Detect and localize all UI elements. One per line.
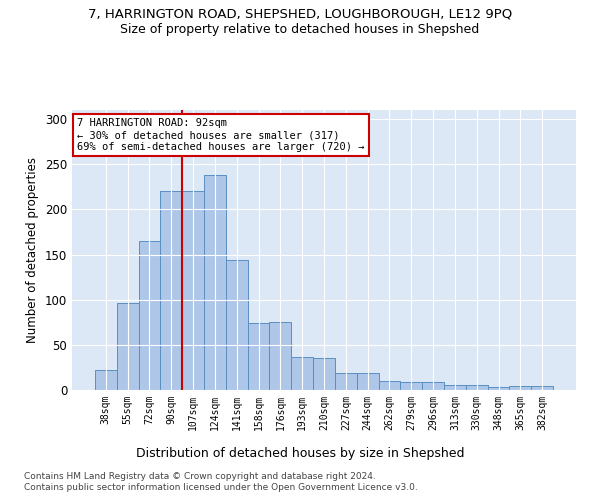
Bar <box>335 373 357 390</box>
Bar <box>422 382 444 390</box>
Bar <box>313 358 335 390</box>
Bar <box>444 384 466 390</box>
Bar <box>291 358 313 390</box>
Bar <box>248 323 269 390</box>
Bar <box>379 381 400 390</box>
Bar <box>531 386 553 390</box>
Bar <box>95 370 117 390</box>
Text: 7, HARRINGTON ROAD, SHEPSHED, LOUGHBOROUGH, LE12 9PQ: 7, HARRINGTON ROAD, SHEPSHED, LOUGHBOROU… <box>88 8 512 20</box>
Bar <box>269 322 291 390</box>
Bar <box>226 260 248 390</box>
Text: Distribution of detached houses by size in Shepshed: Distribution of detached houses by size … <box>136 448 464 460</box>
Bar <box>488 388 509 390</box>
Text: Contains public sector information licensed under the Open Government Licence v3: Contains public sector information licen… <box>24 484 418 492</box>
Bar <box>160 192 182 390</box>
Y-axis label: Number of detached properties: Number of detached properties <box>26 157 40 343</box>
Text: 7 HARRINGTON ROAD: 92sqm
← 30% of detached houses are smaller (317)
69% of semi-: 7 HARRINGTON ROAD: 92sqm ← 30% of detach… <box>77 118 365 152</box>
Bar <box>509 386 531 390</box>
Bar <box>117 304 139 390</box>
Bar <box>182 192 204 390</box>
Bar <box>466 386 488 390</box>
Bar <box>139 241 160 390</box>
Text: Contains HM Land Registry data © Crown copyright and database right 2024.: Contains HM Land Registry data © Crown c… <box>24 472 376 481</box>
Text: Size of property relative to detached houses in Shepshed: Size of property relative to detached ho… <box>121 22 479 36</box>
Bar <box>357 373 379 390</box>
Bar <box>400 382 422 390</box>
Bar <box>204 175 226 390</box>
